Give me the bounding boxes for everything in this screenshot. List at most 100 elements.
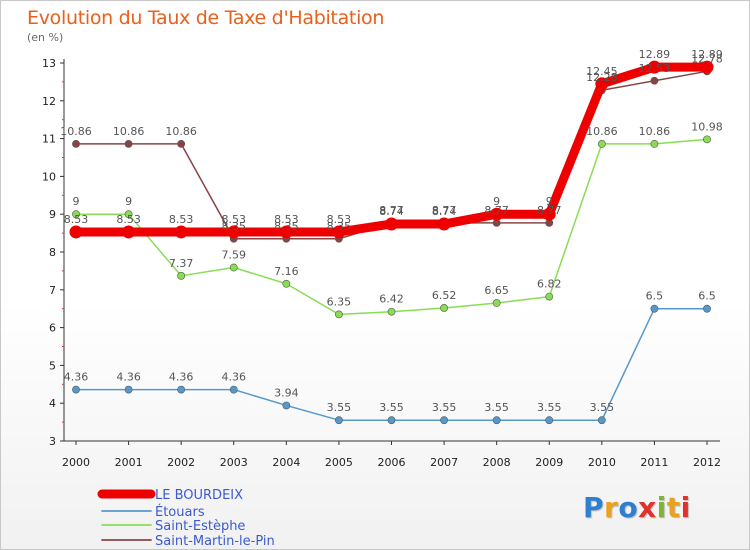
data-point [124,139,133,148]
data-point [647,60,661,74]
data-point [229,263,238,272]
data-point [174,225,188,239]
data-label: 6.65 [484,284,509,297]
data-point [703,135,711,144]
x-tick-label: 2005 [325,456,353,469]
legend-label: LE BOURDEIX [155,488,243,503]
data-point [335,416,343,425]
data-point [545,416,554,425]
data-label: 8.53 [274,213,299,226]
data-label: 3.55 [379,401,404,414]
data-label: 8.35 [327,220,352,233]
logo-letter: x [638,491,657,524]
data-label: 7.59 [222,248,247,261]
data-label: 12.28 [586,71,618,84]
data-label: 3.55 [590,401,615,414]
y-tick-label: 8 [49,246,56,259]
data-label: 4.36 [64,371,89,384]
data-point [177,385,186,394]
data-label: 8.53 [64,213,89,226]
data-point [69,225,83,239]
data-point [229,385,238,394]
data-point [72,139,80,148]
data-label: 3.55 [327,401,352,414]
x-tick-label: 2008 [483,456,511,469]
data-label: 7.37 [169,257,194,270]
data-label: 12.45 [586,65,618,78]
data-label: 8.74 [379,205,404,218]
data-point [650,304,659,313]
data-point [492,299,501,307]
data-point [650,139,659,148]
data-label: 8.53 [222,213,247,226]
data-label: 3.55 [537,401,562,414]
data-label: 10.86 [165,125,197,138]
data-point [437,217,451,231]
data-label: 10.86 [586,125,618,138]
data-point [335,310,343,319]
data-label: 6.82 [537,278,562,291]
data-label: 8.77 [432,204,457,217]
data-label: 12.89 [691,48,723,61]
data-label: 6.35 [327,295,352,308]
data-point [385,217,398,231]
data-label: 9 [546,195,553,208]
data-label: 8.77 [379,204,404,217]
data-point [490,207,504,221]
data-label: 8.53 [169,213,194,226]
legend-label: Étouars [155,504,205,520]
data-label: 10.86 [639,125,671,138]
data-point [122,225,136,239]
data-point [440,416,448,425]
data-label: 3.55 [484,401,509,414]
x-tick-label: 2001 [115,456,143,469]
x-tick-label: 2009 [535,456,563,469]
data-point [227,225,241,239]
data-label: 3.94 [274,386,299,399]
data-label: 7.16 [274,265,299,278]
data-label: 8.53 [327,213,352,226]
y-tick-label: 7 [49,284,56,297]
data-label: 6.42 [379,293,404,306]
data-point [440,304,448,312]
data-label: 4.36 [169,371,194,384]
logo-letter: o [618,491,639,524]
y-tick-label: 13 [42,57,56,70]
logo-letter: P [583,491,605,524]
y-axis-unit: (en %) [27,31,64,44]
data-point [72,385,80,394]
data-label: 12.53 [639,62,671,75]
data-point [387,416,396,425]
y-tick-label: 4 [49,397,56,410]
logo-letter: t [666,491,681,524]
y-tick-label: 3 [49,435,56,448]
y-tick-label: 6 [49,322,56,335]
data-label: 10.98 [691,120,723,133]
data-label: 8.35 [274,220,299,233]
x-tick-label: 2010 [588,456,616,469]
data-point [177,139,186,148]
logo-letter: i [680,491,691,524]
x-tick-label: 2004 [272,456,300,469]
data-label: 3.55 [432,401,457,414]
data-label: 10.86 [60,125,92,138]
data-label: 8.77 [537,204,562,217]
chart-title: Evolution du Taux de Taxe d'Habitation [27,7,385,29]
logo-letter: i [656,491,667,524]
data-label: 6.5 [698,290,716,303]
data-point [124,385,133,394]
data-label: 10.86 [113,125,145,138]
data-point [542,207,556,221]
data-point [492,416,501,425]
data-point [597,416,606,425]
data-label: 6.52 [432,289,457,302]
data-point [124,210,133,219]
data-label: 4.36 [116,371,141,384]
data-point [700,60,714,74]
data-label: 12.78 [691,52,723,65]
data-point [545,292,554,301]
y-tick-label: 10 [42,170,56,183]
data-label: 6.5 [646,290,664,303]
